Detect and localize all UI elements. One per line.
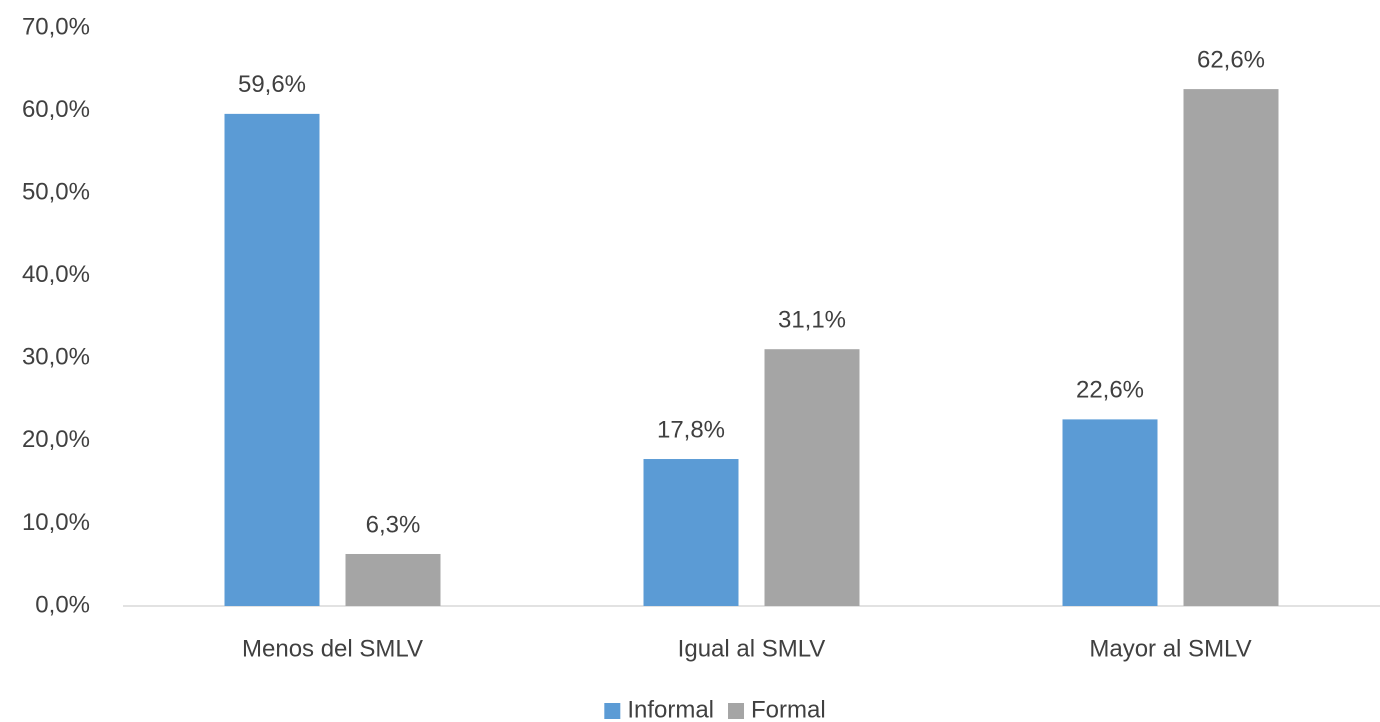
y-tick-label: 10,0% [22, 509, 90, 536]
y-tick-label: 30,0% [22, 344, 90, 371]
legend-label: Formal [751, 696, 826, 722]
x-tick-label: Igual al SMLV [678, 635, 826, 662]
data-label: 6,3% [366, 511, 421, 538]
y-tick-label: 50,0% [22, 178, 90, 205]
bar [1183, 89, 1279, 607]
x-tick-label: Menos del SMLV [242, 635, 423, 662]
data-label: 62,6% [1197, 46, 1265, 73]
y-tick-label: 20,0% [22, 426, 90, 453]
data-label: 59,6% [238, 71, 306, 98]
data-label: 22,6% [1076, 377, 1144, 404]
data-label: 31,1% [778, 307, 846, 334]
bar [224, 113, 320, 607]
x-tick-label: Mayor al SMLV [1089, 635, 1251, 662]
y-tick-label: 60,0% [22, 96, 90, 123]
y-tick-label: 70,0% [22, 13, 90, 40]
bar [764, 349, 860, 606]
data-label: 17,8% [657, 416, 725, 443]
y-tick-label: 40,0% [22, 261, 90, 288]
y-tick-label: 0,0% [35, 591, 90, 618]
legend-label: Informal [627, 696, 714, 722]
bar [1062, 419, 1158, 606]
legend-swatch [604, 703, 621, 719]
legend-swatch [728, 703, 745, 719]
bar [345, 553, 441, 606]
bar [643, 459, 739, 606]
